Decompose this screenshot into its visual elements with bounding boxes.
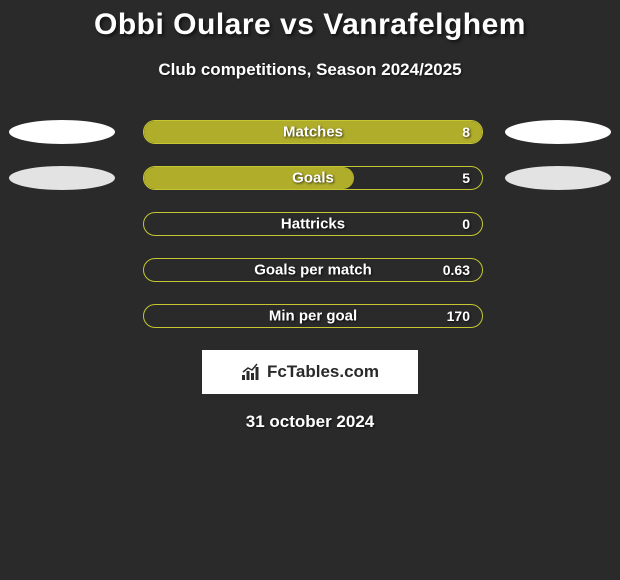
stat-bar: Min per goal 170 <box>143 304 483 328</box>
stat-row-mpg: Min per goal 170 <box>0 304 620 328</box>
stat-row-goals: Goals 5 <box>0 166 620 190</box>
stat-value: 0.63 <box>443 262 470 278</box>
stat-label: Matches <box>283 124 343 141</box>
left-marker <box>9 212 115 236</box>
right-marker <box>505 258 611 282</box>
left-marker <box>9 304 115 328</box>
stat-row-hattricks: Hattricks 0 <box>0 212 620 236</box>
page-title: Obbi Oulare vs Vanrafelghem <box>0 0 620 42</box>
right-marker <box>505 120 611 144</box>
stat-bar: Hattricks 0 <box>143 212 483 236</box>
stat-label: Min per goal <box>269 308 357 325</box>
left-marker <box>9 120 115 144</box>
stat-row-matches: Matches 8 <box>0 120 620 144</box>
right-marker <box>505 212 611 236</box>
stat-label: Hattricks <box>281 216 345 233</box>
left-marker <box>9 258 115 282</box>
right-marker <box>505 166 611 190</box>
stat-bar: Matches 8 <box>143 120 483 144</box>
stat-row-gpm: Goals per match 0.63 <box>0 258 620 282</box>
stat-label: Goals <box>292 170 334 187</box>
date-text: 31 october 2024 <box>0 412 620 432</box>
brand-text: FcTables.com <box>267 362 379 382</box>
stat-bar: Goals per match 0.63 <box>143 258 483 282</box>
chart-icon <box>241 363 263 381</box>
right-marker <box>505 304 611 328</box>
brand-badge[interactable]: FcTables.com <box>202 350 418 394</box>
stat-value: 170 <box>447 308 470 324</box>
stat-value: 0 <box>462 216 470 232</box>
stat-label: Goals per match <box>254 262 372 279</box>
left-marker <box>9 166 115 190</box>
stat-value: 5 <box>462 170 470 186</box>
stat-bar: Goals 5 <box>143 166 483 190</box>
subtitle: Club competitions, Season 2024/2025 <box>0 60 620 80</box>
stats-container: Matches 8 Goals 5 Hattricks 0 Goals per … <box>0 120 620 328</box>
stat-value: 8 <box>462 124 470 140</box>
